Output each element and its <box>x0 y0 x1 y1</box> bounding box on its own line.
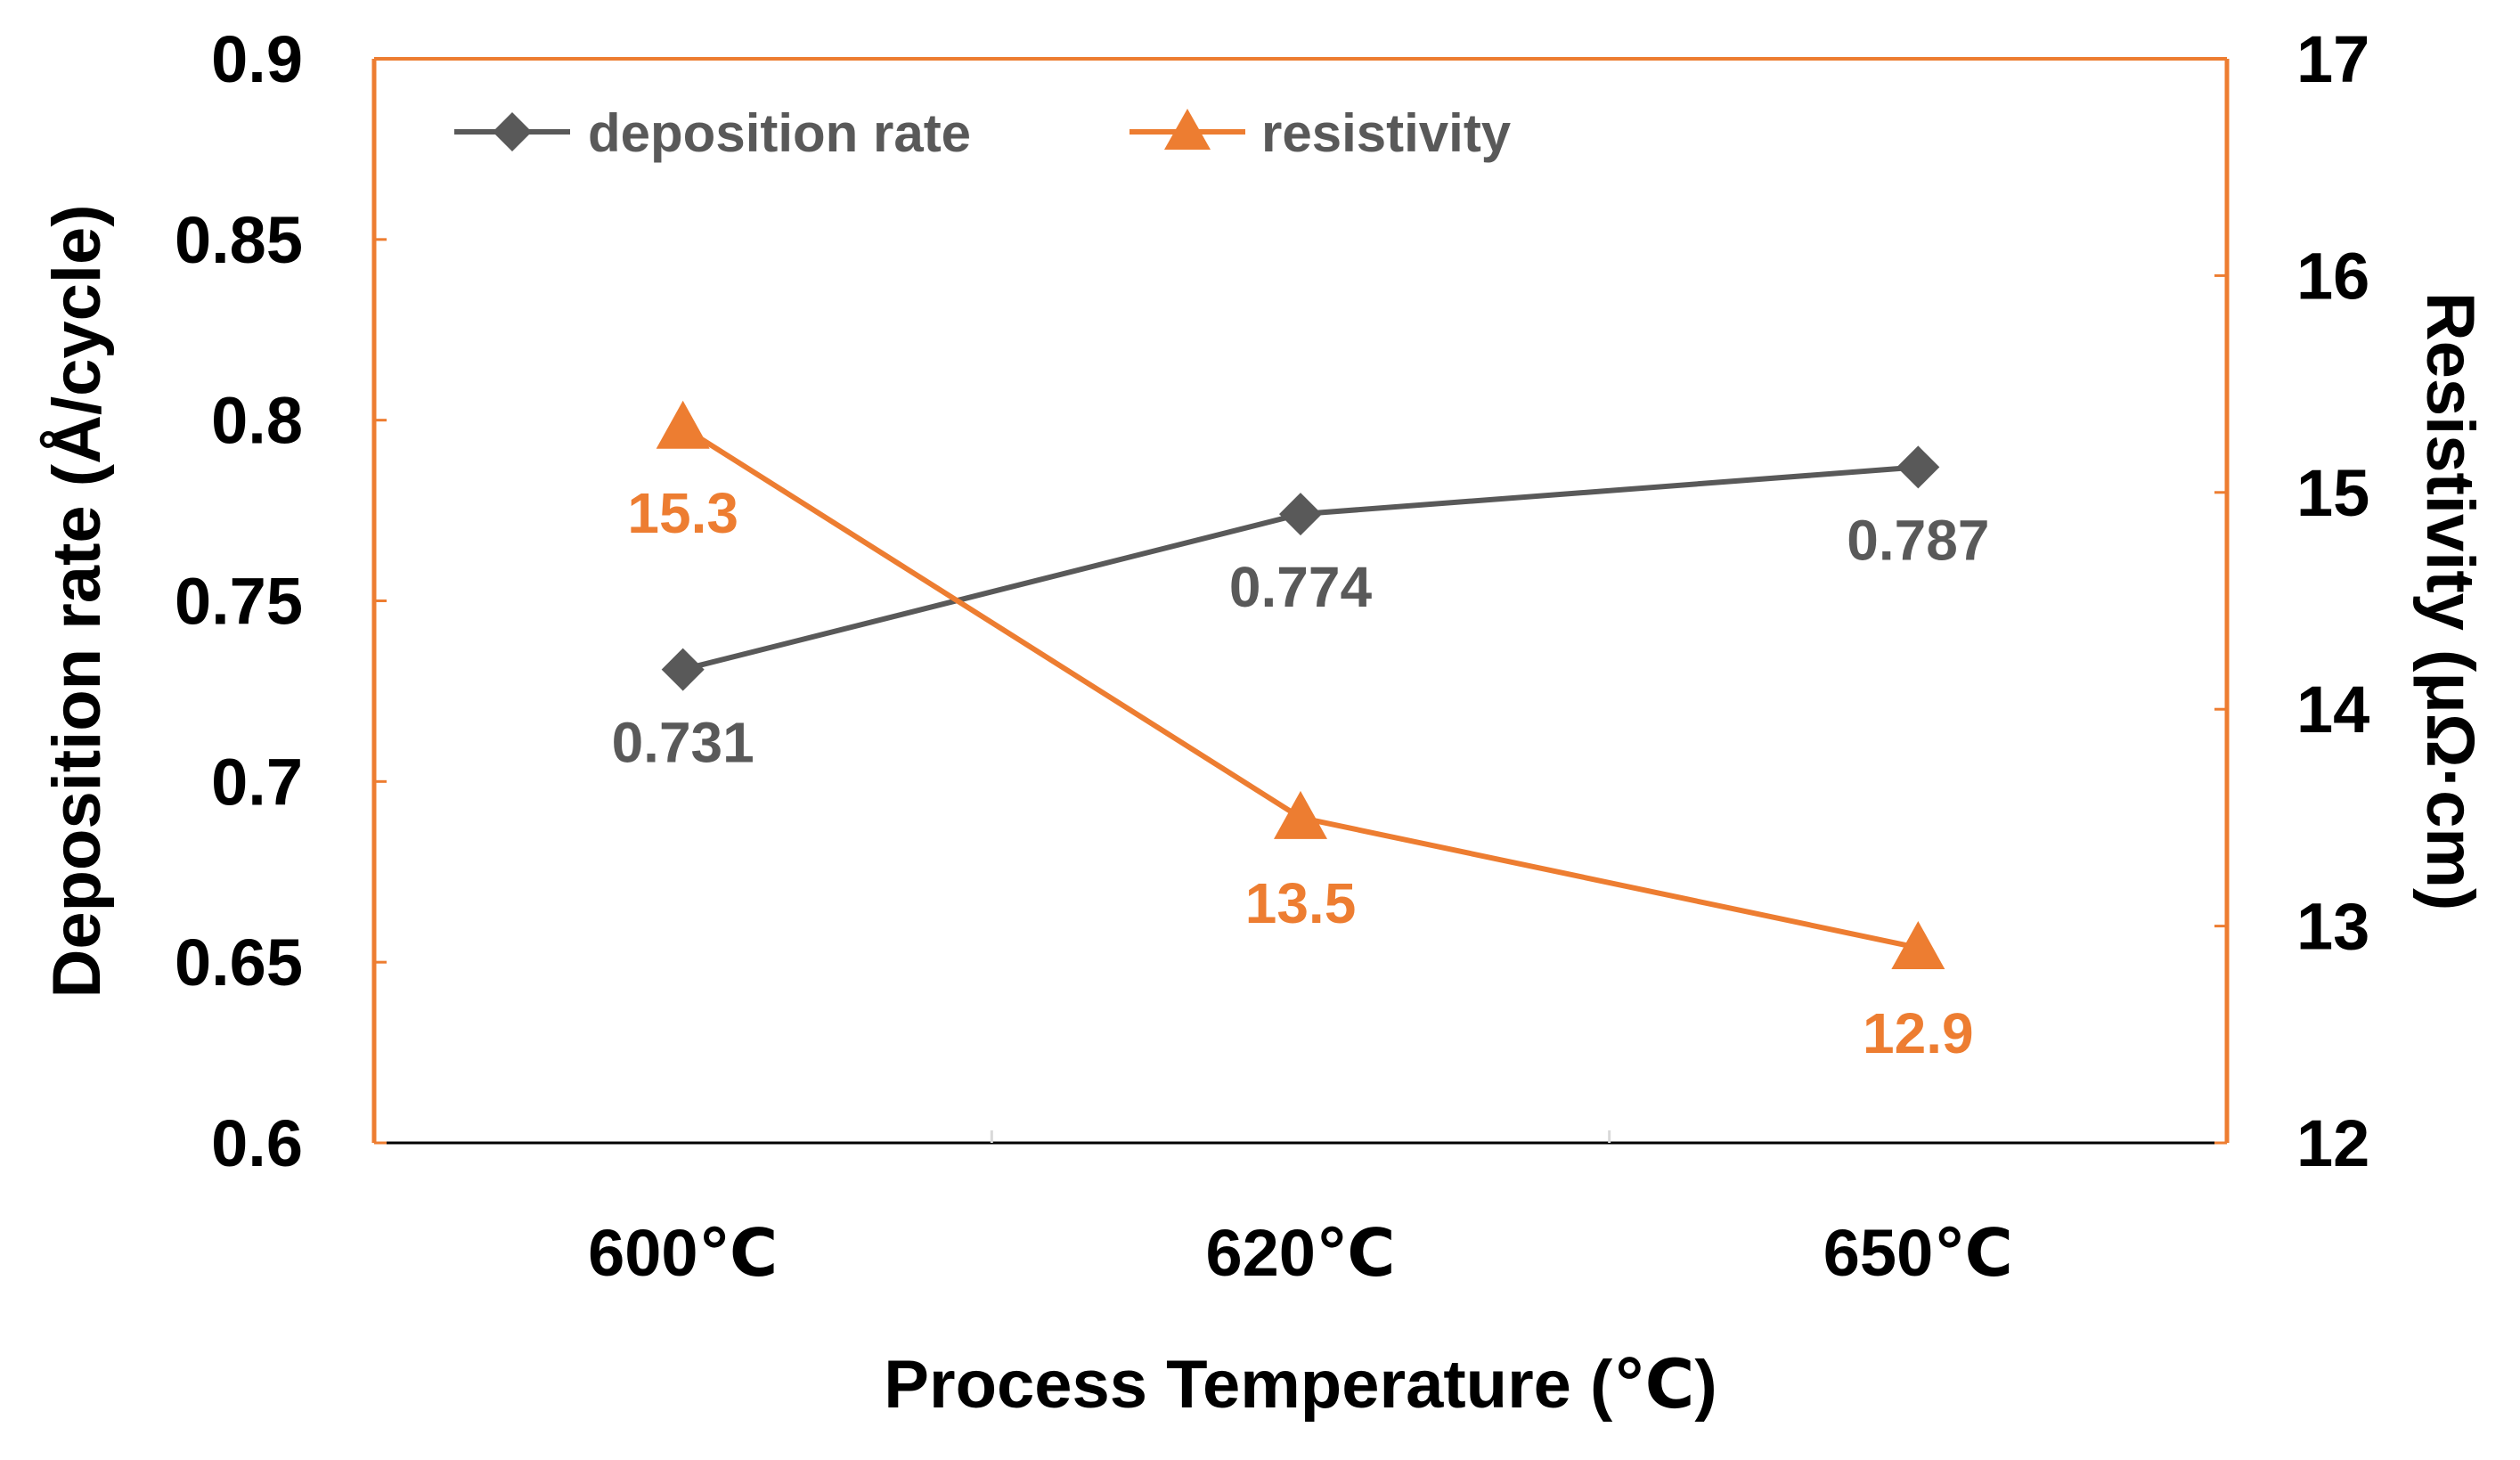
right-tick-label: 17 <box>2296 22 2369 96</box>
legend-dep-label: deposition rate <box>588 103 971 163</box>
right-tick-label: 15 <box>2296 456 2369 530</box>
deposition-rate-data-label: 0.774 <box>1229 555 1373 619</box>
resistivity-point <box>1274 790 1327 839</box>
legend-res-label: resistivity <box>1261 103 1512 163</box>
left-tick-label: 0.75 <box>175 565 303 639</box>
resistivity-data-label: 15.3 <box>627 481 738 545</box>
left-tick-label: 0.9 <box>211 22 303 96</box>
left-tick-label: 0.6 <box>211 1106 303 1180</box>
x-tick-label: 650℃ <box>1823 1216 2013 1290</box>
x-tick-label: 620℃ <box>1205 1216 1395 1290</box>
deposition-rate-data-label: 0.731 <box>612 711 754 775</box>
left-axis-title: Deposition rate (Å/cycle) <box>39 204 115 998</box>
left-tick-label: 0.65 <box>175 926 303 999</box>
resistivity-point <box>656 400 710 449</box>
x-axis-title: Process Temperature (℃) <box>884 1347 1717 1423</box>
resistivity-point <box>1891 920 1945 969</box>
deposition-rate-point <box>1279 493 1322 536</box>
deposition-rate-point <box>661 648 705 691</box>
legend: deposition rate resistivity <box>454 103 1512 163</box>
resistivity-data-label: 13.5 <box>1245 871 1357 935</box>
resistivity-data-label: 12.9 <box>1863 1001 1974 1065</box>
legend-res-triangle-icon <box>1164 109 1211 150</box>
deposition-rate-data-label: 0.787 <box>1847 508 1989 572</box>
left-tick-label: 0.8 <box>211 384 303 458</box>
left-tick-label: 0.85 <box>175 203 303 277</box>
left-tick-label: 0.7 <box>211 745 303 819</box>
right-tick-label: 12 <box>2296 1106 2369 1180</box>
right-axis-title: Resistivity (μΩ·cm) <box>2412 292 2488 911</box>
right-tick-label: 13 <box>2296 890 2369 964</box>
right-tick-label: 16 <box>2296 239 2369 313</box>
legend-dep-diamond-icon <box>493 112 532 151</box>
right-tick-label: 14 <box>2296 673 2369 746</box>
x-tick-label: 600℃ <box>588 1216 778 1290</box>
deposition-rate-point <box>1896 445 1940 489</box>
